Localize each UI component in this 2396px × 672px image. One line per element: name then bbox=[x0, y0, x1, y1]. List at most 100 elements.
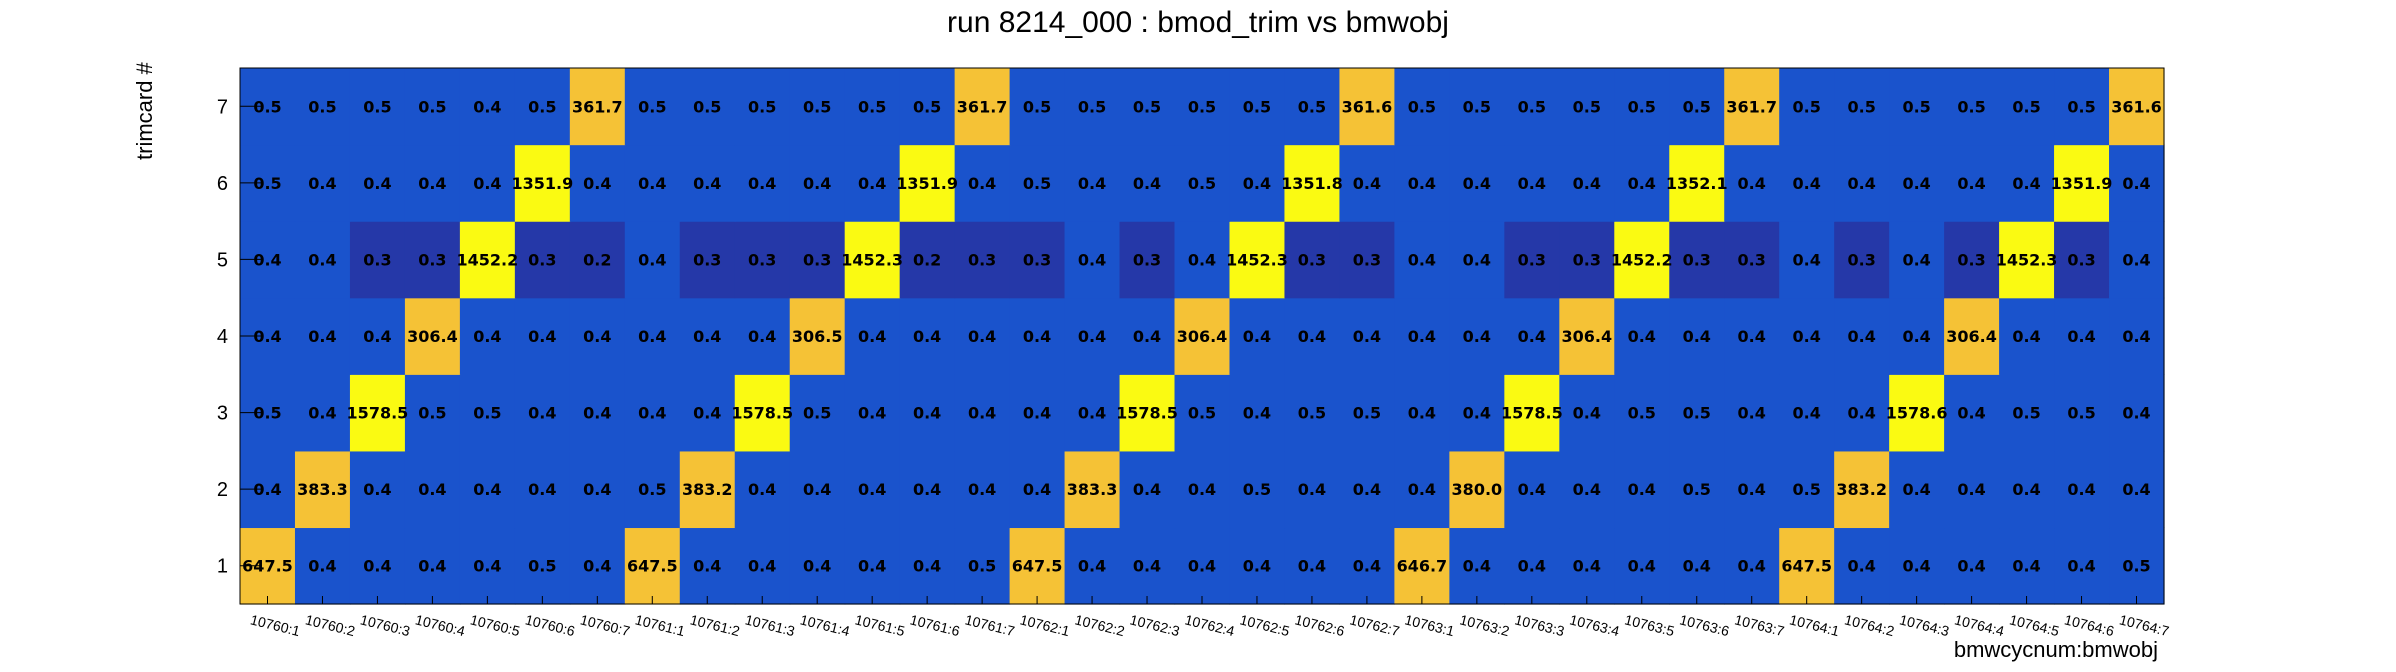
heatmap-cell bbox=[1284, 297, 1341, 375]
heatmap-cell bbox=[624, 297, 681, 375]
heatmap-cell bbox=[1559, 374, 1615, 452]
heatmap-cell bbox=[514, 144, 571, 222]
heatmap-cell bbox=[1449, 374, 1505, 452]
heatmap-cell bbox=[954, 221, 1011, 299]
cell-value-label: 0.4 bbox=[1408, 327, 1436, 346]
x-tick-label: 10764:7 bbox=[2118, 611, 2171, 639]
heatmap-cell bbox=[1724, 297, 1780, 375]
heatmap-cell bbox=[1614, 450, 1670, 529]
heatmap-cell bbox=[1669, 527, 1725, 605]
cell-value-label: 0.4 bbox=[2012, 557, 2040, 576]
cell-value-label: 0.4 bbox=[1573, 557, 1601, 576]
cell-value-label: 0.4 bbox=[1847, 174, 1875, 193]
cell-value-label: 1452.3 bbox=[841, 250, 903, 269]
heatmap-cell bbox=[2109, 221, 2165, 299]
heatmap-cell bbox=[679, 297, 736, 375]
heatmap-cell bbox=[844, 144, 901, 222]
cell-value-label: 0.4 bbox=[473, 97, 501, 116]
cell-value-label: 0.4 bbox=[308, 250, 336, 269]
cell-value-label: 306.4 bbox=[407, 327, 458, 346]
cell-value-label: 0.4 bbox=[748, 174, 776, 193]
heatmap-cell bbox=[899, 527, 956, 605]
cell-value-label: 0.4 bbox=[1628, 174, 1656, 193]
heatmap-cell bbox=[349, 450, 406, 529]
heatmap-cell bbox=[459, 374, 516, 452]
cell-value-label: 0.4 bbox=[1188, 557, 1216, 576]
x-tick-label: 10761:6 bbox=[908, 611, 961, 639]
cell-value-label: 0.5 bbox=[1188, 174, 1216, 193]
cell-value-label: 0.4 bbox=[1078, 404, 1106, 423]
heatmap-cell bbox=[294, 297, 351, 375]
heatmap-cell bbox=[1064, 450, 1121, 529]
cell-value-label: 361.7 bbox=[1726, 97, 1777, 116]
heatmap-cell bbox=[1559, 527, 1615, 605]
heatmap-cell bbox=[1064, 221, 1121, 299]
heatmap-cell bbox=[789, 527, 846, 605]
cell-value-label: 0.4 bbox=[1188, 480, 1216, 499]
cell-value-label: 0.5 bbox=[1133, 97, 1161, 116]
heatmap-cell bbox=[1724, 374, 1780, 452]
heatmap-cell bbox=[349, 221, 406, 299]
heatmap-cell bbox=[1009, 297, 1066, 375]
cell-value-label: 0.4 bbox=[1298, 557, 1326, 576]
cell-value-label: 0.4 bbox=[363, 480, 391, 499]
cell-value-label: 0.4 bbox=[253, 250, 281, 269]
heatmap-cell bbox=[1174, 374, 1231, 452]
cell-value-label: 0.5 bbox=[528, 557, 556, 576]
cell-value-label: 0.5 bbox=[528, 97, 556, 116]
cell-value-label: 0.4 bbox=[1957, 480, 1985, 499]
y-tick-label: 7 bbox=[217, 96, 228, 118]
cell-value-label: 0.4 bbox=[1298, 480, 1326, 499]
heatmap-cell bbox=[1779, 221, 1835, 299]
heatmap-cell bbox=[1009, 374, 1066, 452]
heatmap-cell bbox=[1889, 450, 1945, 529]
heatmap-cell bbox=[624, 374, 681, 452]
cell-value-label: 0.4 bbox=[1408, 250, 1436, 269]
heatmap-cell bbox=[1229, 297, 1286, 375]
cell-value-label: 0.3 bbox=[1518, 250, 1546, 269]
heatmap-cell bbox=[569, 297, 626, 375]
cell-value-label: 0.4 bbox=[1518, 557, 1546, 576]
heatmap-cell bbox=[514, 221, 571, 299]
x-tick-label: 10764:2 bbox=[1843, 611, 1896, 639]
heatmap-cell bbox=[1889, 527, 1945, 605]
heatmap-cell bbox=[1339, 374, 1395, 452]
cell-value-label: 0.4 bbox=[2122, 327, 2150, 346]
heatmap-cell bbox=[459, 68, 516, 146]
heatmap-cell bbox=[294, 221, 351, 299]
cell-value-label: 0.4 bbox=[1463, 174, 1491, 193]
heatmap-cell bbox=[404, 68, 461, 146]
cell-value-label: 0.4 bbox=[2122, 174, 2150, 193]
cell-value-label: 647.5 bbox=[242, 557, 293, 576]
cell-value-label: 0.4 bbox=[748, 557, 776, 576]
heatmap-cell bbox=[1669, 68, 1725, 146]
y-tick-label: 5 bbox=[217, 249, 228, 271]
heatmap-cell bbox=[1174, 221, 1231, 299]
heatmap-cell bbox=[624, 221, 681, 299]
heatmap-cell bbox=[844, 221, 901, 299]
cell-value-label: 0.4 bbox=[1188, 250, 1216, 269]
heatmap-cell bbox=[1559, 221, 1615, 299]
heatmap-cell bbox=[1559, 68, 1615, 146]
heatmap-cell bbox=[1614, 297, 1670, 375]
heatmap-cell bbox=[1064, 297, 1121, 375]
heatmap-cell bbox=[844, 374, 901, 452]
cell-value-label: 0.4 bbox=[528, 480, 556, 499]
heatmap-cell bbox=[2109, 144, 2165, 222]
cell-value-label: 0.5 bbox=[1463, 97, 1491, 116]
cell-value-label: 0.4 bbox=[1518, 174, 1546, 193]
cell-value-label: 0.4 bbox=[638, 327, 666, 346]
cell-value-label: 0.5 bbox=[1298, 97, 1326, 116]
heatmap-cell bbox=[1614, 144, 1670, 222]
cell-value-label: 0.4 bbox=[1738, 174, 1766, 193]
heatmap-cell bbox=[624, 144, 681, 222]
x-tick-label: 10763:1 bbox=[1403, 611, 1456, 639]
heatmap-cell bbox=[349, 374, 406, 452]
cell-value-label: 0.3 bbox=[528, 250, 556, 269]
cell-value-label: 0.4 bbox=[913, 557, 941, 576]
cell-value-label: 0.4 bbox=[858, 404, 886, 423]
cell-value-label: 0.4 bbox=[858, 480, 886, 499]
heatmap-cell bbox=[1064, 527, 1121, 605]
cell-value-label: 380.0 bbox=[1452, 480, 1503, 499]
cell-value-label: 0.4 bbox=[968, 480, 996, 499]
